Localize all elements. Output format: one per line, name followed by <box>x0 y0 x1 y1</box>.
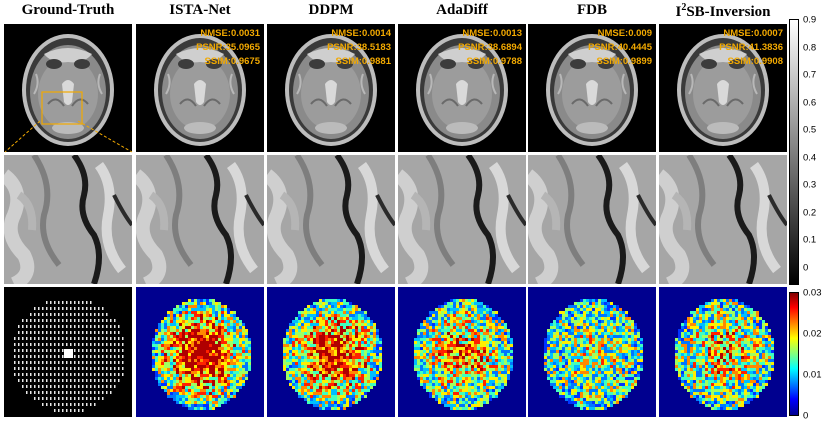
title-superscript: 2 <box>681 2 687 13</box>
gray-tick-label: 0.6 <box>803 97 817 108</box>
column-title-adadiff: AdaDiff <box>436 2 488 18</box>
sampling-mask <box>4 287 132 417</box>
error-tick-label: 0.03 <box>803 287 822 299</box>
error-tick-label: 0.01 <box>803 369 822 381</box>
title-prefix: I <box>675 4 682 20</box>
ssim-value: SSIM:0.9881 <box>335 56 391 67</box>
nmse-value: NMSE:0.009 <box>597 28 652 39</box>
metrics-fdb: NMSE:0.009 PSNR:40.4445 SSIM:0.9899 <box>588 27 652 69</box>
gray-tick-label: 0.3 <box>803 179 817 191</box>
psnr-value: PSNR:35.0965 <box>196 42 260 53</box>
error-map-ista-net <box>136 287 264 417</box>
psnr-value: PSNR:41.3836 <box>719 42 783 53</box>
gray-tick-label: 0.8 <box>803 42 817 53</box>
zoom-image-ista-net <box>136 155 264 284</box>
full-image-i2sb-inversion: NMSE:0.0007 PSNR:41.3836 SSIM:0.9908 <box>659 24 787 152</box>
ssim-value: SSIM:0.9899 <box>596 56 652 67</box>
metrics-i2sb-inversion: NMSE:0.0007 PSNR:41.3836 SSIM:0.9908 <box>719 27 783 69</box>
zoom-image-adadiff <box>398 155 526 284</box>
metrics-ista-net: NMSE:0.0031 PSNR:35.0965 SSIM:0.9675 <box>196 27 260 69</box>
psnr-value: PSNR:40.4445 <box>588 42 652 53</box>
zoom-image-ddpm <box>267 155 395 284</box>
full-image-fdb: NMSE:0.009 PSNR:40.4445 SSIM:0.9899 <box>528 24 656 152</box>
gray-tick-label: 0.2 <box>803 207 817 218</box>
gray-tick-label: 0.5 <box>803 124 817 136</box>
error-map-i2sb-inversion <box>659 287 787 417</box>
psnr-value: PSNR:38.5183 <box>327 42 391 53</box>
full-image-ddpm: NMSE:0.0014 PSNR:38.5183 SSIM:0.9881 <box>267 24 395 152</box>
full-image-adadiff: NMSE:0.0013 PSNR:38.6894 SSIM:0.9788 <box>398 24 526 152</box>
zoom-image-ground-truth <box>4 155 132 284</box>
zoom-image-fdb <box>528 155 656 284</box>
ssim-value: SSIM:0.9675 <box>204 56 260 67</box>
column-title-i2sb-inversion: I2SB-Inversion <box>659 2 787 24</box>
error-colorbar <box>789 292 799 416</box>
column-title-fdb: FDB <box>577 2 607 18</box>
title-main: SB-Inversion <box>686 4 771 20</box>
full-image-ground-truth <box>4 24 132 152</box>
metrics-adadiff: NMSE:0.0013 PSNR:38.6894 SSIM:0.9788 <box>458 27 522 69</box>
gray-tick-label: 0 <box>803 262 809 273</box>
nmse-value: NMSE:0.0014 <box>331 28 391 39</box>
gray-tick-label: 0.4 <box>803 152 817 163</box>
grayscale-colorbar <box>789 19 799 285</box>
error-map-adadiff <box>398 287 526 417</box>
nmse-value: NMSE:0.0013 <box>462 28 522 39</box>
zoom-image-i2sb-inversion <box>659 155 787 284</box>
full-image-ista-net: NMSE:0.0031 PSNR:35.0965 SSIM:0.9675 <box>136 24 264 152</box>
ssim-value: SSIM:0.9908 <box>727 56 783 67</box>
column-title-ista-net: ISTA-Net <box>169 2 231 18</box>
nmse-value: NMSE:0.0007 <box>723 28 783 39</box>
error-map-ddpm <box>267 287 395 417</box>
nmse-value: NMSE:0.0031 <box>200 28 260 39</box>
error-map-fdb <box>528 287 656 417</box>
psnr-value: PSNR:38.6894 <box>458 42 522 53</box>
ssim-value: SSIM:0.9788 <box>466 56 522 67</box>
metrics-ddpm: NMSE:0.0014 PSNR:38.5183 SSIM:0.9881 <box>327 27 391 69</box>
gray-tick-label: 0.9 <box>803 14 817 26</box>
gray-tick-label: 0.7 <box>803 69 817 81</box>
column-title-ddpm: DDPM <box>308 2 354 18</box>
error-tick-label: 0.02 <box>803 328 822 340</box>
error-tick-label: 0 <box>803 410 809 422</box>
gray-tick-label: 0.1 <box>803 234 817 246</box>
column-title-ground-truth: Ground-Truth <box>21 2 115 18</box>
